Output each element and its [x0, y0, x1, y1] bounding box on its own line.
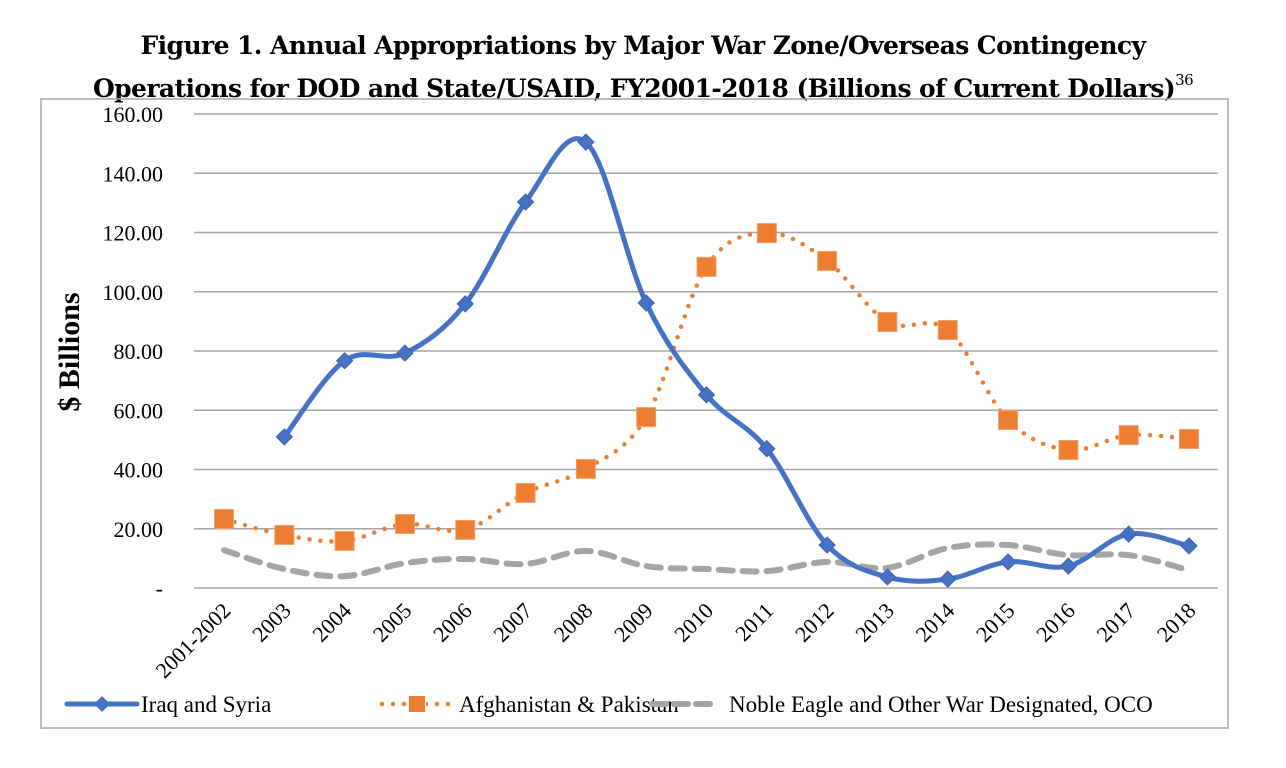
x-tick-label: 2018: [1152, 598, 1201, 647]
data-point-marker: [637, 294, 655, 312]
data-point-marker: [396, 344, 414, 362]
data-point-marker: [516, 193, 535, 211]
legend: Iraq and Syria Afghanistan & Pakistan Nobl…: [64, 692, 1153, 717]
y-tick-label: 80.00: [114, 339, 164, 364]
y-axis-title: $ Billions: [53, 292, 86, 411]
legend-item: Iraq and Syria: [64, 692, 271, 717]
data-point-marker: [756, 223, 777, 244]
data-point-marker: [394, 514, 415, 535]
x-tick-label: 2016: [1031, 598, 1080, 647]
x-tick-label: 2015: [971, 598, 1020, 647]
legend-label: Noble Eagle and Other War Designated, OC…: [729, 692, 1153, 717]
x-tick-label: 2009: [609, 598, 658, 647]
data-point-marker: [1059, 557, 1078, 575]
legend-label: Iraq and Syria: [141, 692, 271, 717]
x-axis-tick-labels: 2001-2002 2003 2004 2005 2006 2007 2008 2009 201…: [150, 598, 1200, 683]
data-point-marker: [697, 386, 716, 404]
data-point-marker: [334, 530, 355, 551]
data-point-marker: [999, 553, 1017, 571]
data-point-marker: [1058, 439, 1079, 460]
series-line: [221, 541, 1192, 580]
legend-item: Afghanistan & Pakistan: [379, 692, 679, 717]
series-afghanistan-pakistan: [214, 223, 1199, 551]
gridlines: [194, 113, 1218, 589]
y-tick-label: 40.00: [114, 458, 164, 483]
x-tick-label: 2017: [1091, 598, 1140, 647]
data-point-marker: [937, 319, 958, 340]
x-tick-label: 2010: [669, 598, 718, 647]
data-point-marker: [515, 482, 536, 503]
legend-item: Noble Eagle and Other War Designated, OC…: [649, 692, 1153, 717]
data-point-marker: [1118, 425, 1139, 446]
data-point-marker: [1119, 525, 1138, 543]
x-tick-label: 2013: [850, 598, 899, 647]
series-line: [281, 136, 1192, 584]
y-axis-tick-labels: - 20.00 40.00 60.00 80.00 100.00 120.00 140.00 1…: [103, 102, 164, 601]
data-point-marker: [1179, 428, 1199, 449]
x-tick-label: 2004: [307, 598, 356, 647]
y-tick-label: 140.00: [103, 161, 164, 186]
chart-title: Figure 1. Annual Appropriations by Major…: [0, 28, 1286, 106]
series-noble-eagle-and-other-war-designated-oco: [221, 541, 1192, 580]
x-tick-label: 2006: [428, 598, 477, 647]
data-point-marker: [758, 440, 776, 458]
y-tick-label: 20.00: [114, 517, 164, 542]
x-tick-label: 2001-2002: [150, 598, 235, 683]
data-point-marker: [1180, 537, 1198, 555]
data-point-marker: [818, 536, 836, 554]
y-tick-label: 60.00: [114, 398, 164, 423]
data-point-marker: [335, 352, 354, 370]
chart-border: [40, 98, 1229, 729]
y-tick-label: 160.00: [103, 102, 164, 127]
data-point-marker: [456, 295, 474, 313]
x-tick-label: 2008: [549, 598, 598, 647]
data-point-marker: [998, 410, 1019, 431]
data-point-marker: [636, 407, 657, 428]
chart-title-line-2-text: Operations for DOD and State/USAID, FY20…: [92, 74, 1176, 103]
x-tick-label: 2003: [247, 598, 296, 647]
series-group: [214, 133, 1199, 588]
data-point-marker: [939, 570, 957, 588]
data-point-marker: [817, 250, 838, 271]
footnote-marker: 36: [1175, 71, 1194, 89]
x-tick-label: 2005: [368, 598, 417, 647]
x-tick-label: 2014: [910, 598, 959, 647]
y-tick-label: 100.00: [103, 280, 164, 305]
y-tick-label: -: [156, 576, 163, 601]
data-point-marker: [577, 133, 595, 151]
data-point-marker: [877, 311, 898, 332]
legend-marker: [94, 696, 110, 712]
y-tick-label: 120.00: [103, 221, 164, 246]
series-iraq-and-syria: [275, 133, 1198, 588]
data-point-marker: [696, 256, 717, 277]
data-point-marker: [274, 524, 295, 545]
data-point-marker: [455, 519, 476, 540]
x-tick-label: 2011: [730, 598, 778, 646]
data-point-marker: [214, 508, 234, 529]
data-point-marker: [275, 428, 294, 446]
legend-label: Afghanistan & Pakistan: [459, 692, 679, 717]
data-point-marker: [575, 458, 596, 479]
x-tick-label: 2012: [790, 598, 839, 647]
x-tick-label: 2007: [488, 598, 537, 647]
chart-title-line-1: Figure 1. Annual Appropriations by Major…: [140, 31, 1147, 60]
legend-marker: [409, 696, 425, 712]
chart-title-line-2: Operations for DOD and State/USAID, FY20…: [0, 63, 1286, 106]
data-point-marker: [878, 568, 897, 586]
